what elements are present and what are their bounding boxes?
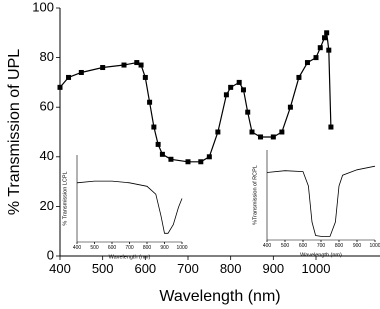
y-tick-label: 80 [40,49,54,64]
data-point [151,124,157,130]
x-tick-label: 500 [281,243,290,249]
data-point [121,62,127,68]
data-point [223,92,229,98]
axis-frame [266,150,375,241]
data-point [185,159,191,165]
y-tick-label: 0 [47,247,54,262]
x-tick-label: 800 [220,261,242,276]
x-tick-label: 400 [263,243,272,249]
x-axis-title: Wavelength (nm) [300,252,342,258]
y-tick-label: 20 [40,198,54,213]
data-point [134,60,140,66]
y-tick-label: 60 [40,99,54,114]
x-tick-label: 600 [108,245,117,251]
data-line [266,165,376,237]
data-point [100,65,106,71]
x-tick-label: 1000 [369,243,380,249]
x-tick-label: 600 [299,243,308,249]
x-tick-label: 1000 [302,261,331,276]
data-point [228,84,234,90]
x-tick-label: 1000 [176,245,187,251]
data-point [147,99,153,105]
data-point [328,124,334,130]
x-axis-title: Wavelength (nm) [109,254,151,260]
data-point [322,35,328,41]
y-tick-label: 40 [40,148,54,163]
y-axis-title: %Transmission of RCPL [252,165,258,225]
data-point [168,156,174,162]
data-point [206,154,212,160]
data-point [215,129,221,135]
x-tick-label: 400 [73,245,82,251]
data-point [159,151,165,157]
x-tick-label: 700 [177,261,199,276]
data-point [270,134,276,140]
x-tick-label: 700 [125,245,134,251]
data-point [279,129,285,135]
x-tick-label: 900 [160,245,169,251]
data-point [138,62,144,68]
x-tick-label: 900 [262,261,284,276]
x-tick-label: 900 [353,243,362,249]
data-point [249,129,255,135]
y-axis-title: % Transmission of UPL [6,49,23,215]
data-point [198,159,204,165]
data-point [57,84,63,90]
data-point [304,60,310,66]
x-tick-label: 400 [49,261,71,276]
x-tick-label: 800 [143,245,152,251]
data-point [245,109,251,115]
data-point [236,79,242,85]
x-tick-label: 700 [317,243,326,249]
data-point [296,74,302,80]
data-point [317,45,323,51]
data-point [155,141,161,147]
x-tick-label: 500 [92,261,114,276]
data-point [142,74,148,80]
data-line [76,180,183,234]
x-tick-label: 600 [134,261,156,276]
y-tick-label: 100 [32,0,54,14]
data-line [59,30,332,163]
x-axis-title: Wavelength (nm) [159,288,280,305]
data-point [326,47,332,53]
data-point [240,87,246,93]
axis-frame [76,155,182,243]
data-point [66,74,72,80]
data-point [287,104,293,110]
data-point [324,30,330,36]
data-point [313,55,319,61]
x-tick-label: 500 [90,245,99,251]
data-point [78,69,84,75]
y-axis-title: % Transmission LCPL [62,171,68,225]
data-point [258,134,264,140]
x-tick-label: 800 [335,243,344,249]
